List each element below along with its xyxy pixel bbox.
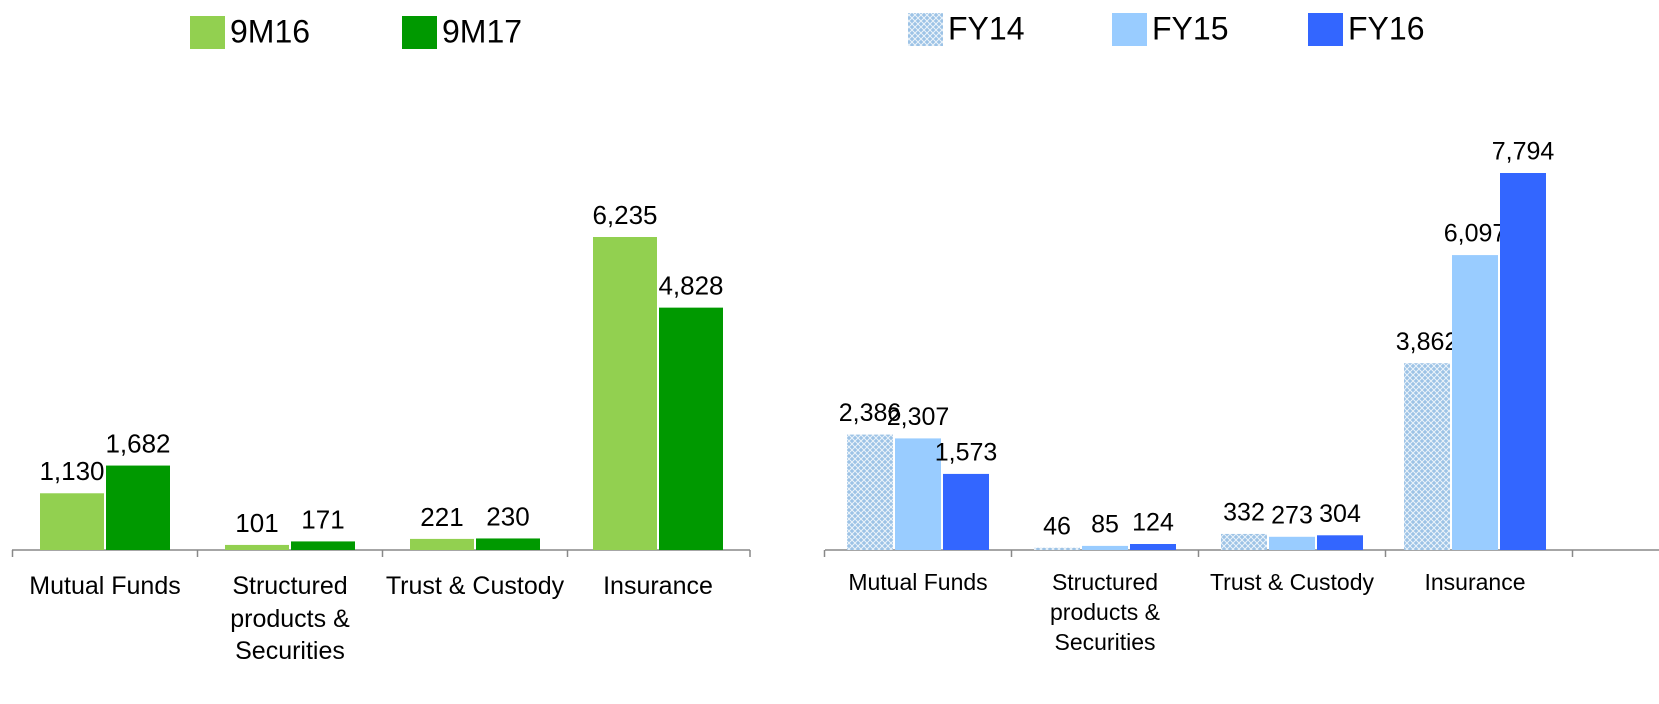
legend-swatch (190, 16, 225, 49)
legend-swatch (402, 16, 437, 49)
data-label: 4,828 (658, 271, 723, 301)
data-label: 171 (301, 504, 344, 534)
category-label: Insurance (1424, 569, 1526, 595)
legend-label: 9M17 (442, 13, 522, 49)
category-label: Structured products & Securities (230, 572, 350, 665)
data-label: 85 (1091, 510, 1119, 538)
bar (1269, 536, 1315, 550)
category-label: Mutual Funds (848, 569, 988, 595)
legend-swatch (908, 13, 943, 46)
data-label: 230 (486, 501, 529, 531)
bar (943, 473, 989, 550)
data-label: 1,573 (935, 439, 998, 467)
bar (659, 307, 723, 550)
data-label: 6,097 (1444, 220, 1507, 248)
data-label: 1,682 (105, 428, 170, 458)
category-label: Structured products & Securities (1050, 569, 1160, 655)
legend-label: 9M16 (230, 13, 310, 49)
data-label: 221 (420, 502, 463, 532)
data-label: 304 (1319, 500, 1361, 528)
category-label: Trust & Custody (385, 572, 565, 600)
data-label: 273 (1271, 501, 1313, 529)
data-label: 124 (1132, 509, 1174, 537)
data-label: 2,386 (839, 399, 902, 427)
legend-swatch (1308, 13, 1343, 46)
bar (476, 538, 540, 550)
legend-label: FY16 (1348, 10, 1424, 46)
data-label: 101 (235, 508, 278, 538)
bar (410, 538, 474, 550)
data-label: 6,235 (592, 200, 657, 230)
bar (1034, 547, 1080, 550)
bar (1404, 363, 1450, 550)
data-label: 332 (1223, 499, 1265, 527)
data-label: 3,862 (1396, 328, 1459, 356)
data-label: 2,307 (887, 403, 950, 431)
bar (225, 544, 289, 550)
data-label: 7,794 (1492, 138, 1555, 166)
bar (1500, 173, 1546, 550)
category-label: Mutual Funds (29, 572, 181, 600)
bar (895, 438, 941, 550)
bar (291, 541, 355, 550)
bar (847, 434, 893, 550)
data-label: 46 (1043, 512, 1071, 540)
bar (1452, 255, 1498, 550)
bar (40, 493, 104, 550)
bar (1221, 533, 1267, 550)
legend-label: FY14 (948, 10, 1024, 46)
category-label: Insurance (603, 572, 713, 600)
bar (1082, 545, 1128, 550)
data-label: 1,130 (39, 456, 104, 486)
legend-swatch (1112, 13, 1147, 46)
bar (1317, 535, 1363, 550)
bar (106, 465, 170, 550)
legend-label: FY15 (1152, 10, 1228, 46)
bar (593, 237, 657, 550)
bar (1130, 544, 1176, 550)
category-label: Trust & Custody (1209, 569, 1375, 595)
